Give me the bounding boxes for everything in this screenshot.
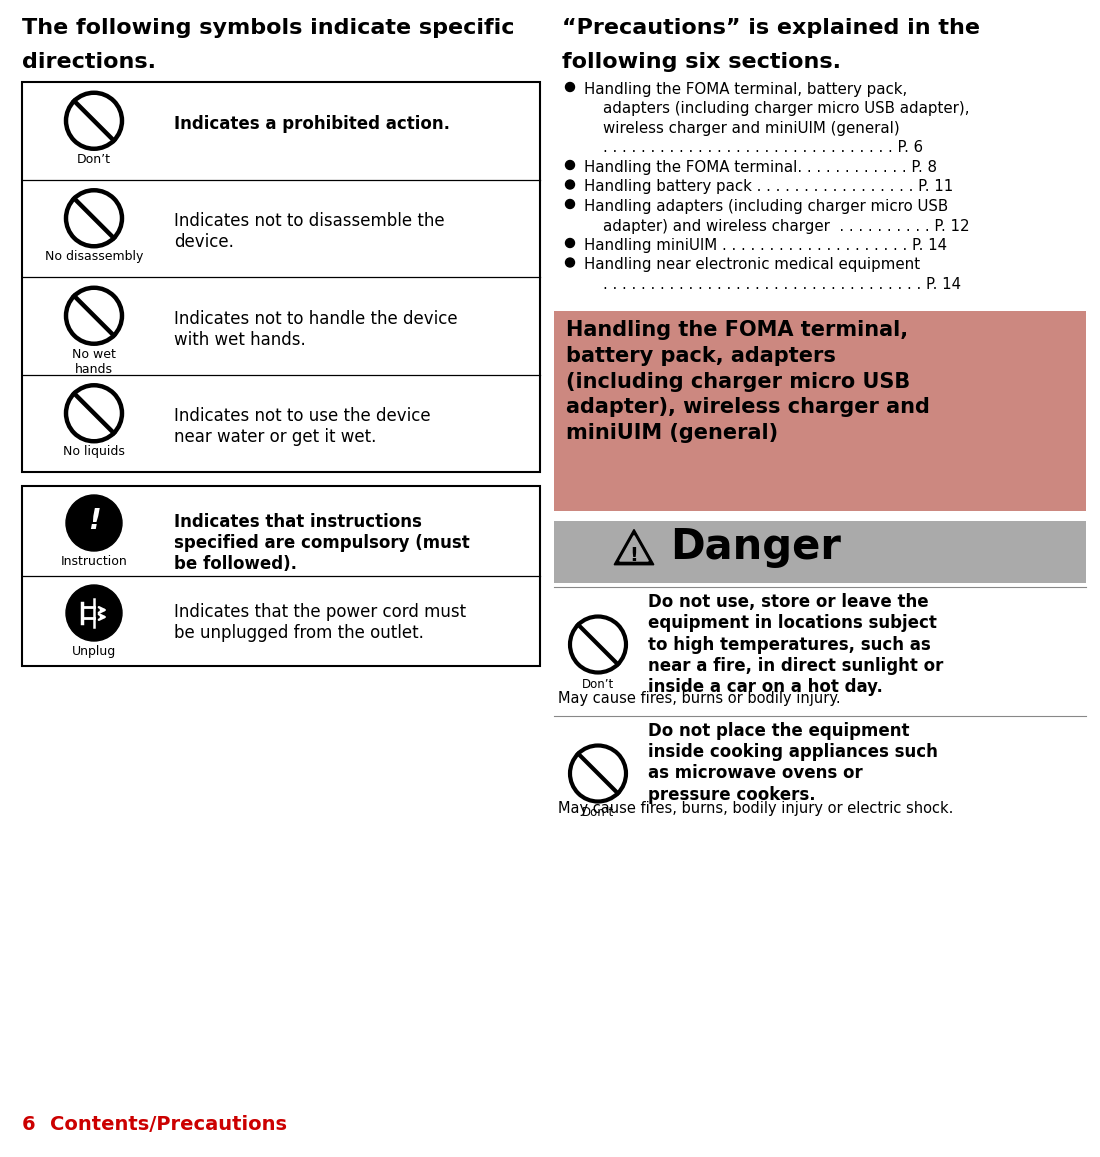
Text: “Precautions” is explained in the: “Precautions” is explained in the xyxy=(562,19,980,38)
Text: adapter) and wireless charger  . . . . . . . . . . P. 12: adapter) and wireless charger . . . . . … xyxy=(584,219,969,234)
Polygon shape xyxy=(614,530,653,565)
Text: following six sections.: following six sections. xyxy=(562,52,842,72)
Text: Don’t: Don’t xyxy=(582,806,614,819)
Text: Handling the FOMA terminal,
battery pack, adapters
(including charger micro USB
: Handling the FOMA terminal, battery pack… xyxy=(566,320,930,443)
Circle shape xyxy=(66,585,122,641)
Text: Danger: Danger xyxy=(670,526,840,568)
Text: Indicates not to disassemble the
device.: Indicates not to disassemble the device. xyxy=(174,212,444,251)
Circle shape xyxy=(565,180,574,189)
Text: Do not place the equipment
inside cooking appliances such
as microwave ovens or
: Do not place the equipment inside cookin… xyxy=(648,722,938,804)
FancyBboxPatch shape xyxy=(554,521,1086,582)
Text: adapters (including charger micro USB adapter),: adapters (including charger micro USB ad… xyxy=(584,102,969,117)
Text: !: ! xyxy=(88,507,100,535)
Text: Handling battery pack . . . . . . . . . . . . . . . . . P. 11: Handling battery pack . . . . . . . . . … xyxy=(584,179,954,194)
Text: Handling the FOMA terminal, battery pack,: Handling the FOMA terminal, battery pack… xyxy=(584,82,908,97)
FancyBboxPatch shape xyxy=(22,486,540,666)
Text: Instruction: Instruction xyxy=(60,555,128,568)
Text: Handling miniUIM . . . . . . . . . . . . . . . . . . . . P. 14: Handling miniUIM . . . . . . . . . . . .… xyxy=(584,238,947,253)
Circle shape xyxy=(565,82,574,91)
Circle shape xyxy=(565,161,574,169)
Text: Don’t: Don’t xyxy=(77,153,111,165)
Text: Handling adapters (including charger micro USB: Handling adapters (including charger mic… xyxy=(584,199,948,214)
Circle shape xyxy=(565,238,574,248)
Text: Indicates a prohibited action.: Indicates a prohibited action. xyxy=(174,115,450,133)
Text: . . . . . . . . . . . . . . . . . . . . . . . . . . . . . . . . . . P. 14: . . . . . . . . . . . . . . . . . . . . … xyxy=(584,277,961,292)
Text: Indicates that instructions
specified are compulsory (must
be followed).: Indicates that instructions specified ar… xyxy=(174,513,470,573)
Text: directions.: directions. xyxy=(22,52,156,72)
Polygon shape xyxy=(619,536,648,561)
Text: Indicates not to handle the device
with wet hands.: Indicates not to handle the device with … xyxy=(174,310,458,348)
FancyBboxPatch shape xyxy=(22,82,540,472)
Text: 6: 6 xyxy=(22,1115,35,1135)
Text: wireless charger and miniUIM (general): wireless charger and miniUIM (general) xyxy=(584,121,900,137)
Circle shape xyxy=(565,258,574,267)
Text: Indicates not to use the device
near water or get it wet.: Indicates not to use the device near wat… xyxy=(174,407,430,447)
Text: Handling near electronic medical equipment: Handling near electronic medical equipme… xyxy=(584,258,920,273)
Circle shape xyxy=(66,495,122,551)
Text: No disassembly: No disassembly xyxy=(45,250,143,264)
Text: Do not use, store or leave the
equipment in locations subject
to high temperatur: Do not use, store or leave the equipment… xyxy=(648,592,944,697)
Text: No liquids: No liquids xyxy=(63,445,125,458)
Text: Contents/Precautions: Contents/Precautions xyxy=(50,1115,287,1135)
Text: Don’t: Don’t xyxy=(582,678,614,691)
Text: Unplug: Unplug xyxy=(72,644,117,658)
Text: Handling the FOMA terminal. . . . . . . . . . . . P. 8: Handling the FOMA terminal. . . . . . . … xyxy=(584,160,937,175)
Text: Indicates that the power cord must
be unplugged from the outlet.: Indicates that the power cord must be un… xyxy=(174,603,466,642)
Text: No wet
hands: No wet hands xyxy=(73,348,116,376)
Text: !: ! xyxy=(629,546,638,565)
Text: May cause fires, burns, bodily injury or electric shock.: May cause fires, burns, bodily injury or… xyxy=(558,802,954,817)
Text: May cause fires, burns or bodily injury.: May cause fires, burns or bodily injury. xyxy=(558,692,840,707)
FancyBboxPatch shape xyxy=(554,310,1086,510)
Text: The following symbols indicate specific: The following symbols indicate specific xyxy=(22,19,515,38)
Text: . . . . . . . . . . . . . . . . . . . . . . . . . . . . . . . P. 6: . . . . . . . . . . . . . . . . . . . . … xyxy=(584,140,923,155)
Circle shape xyxy=(565,199,574,208)
